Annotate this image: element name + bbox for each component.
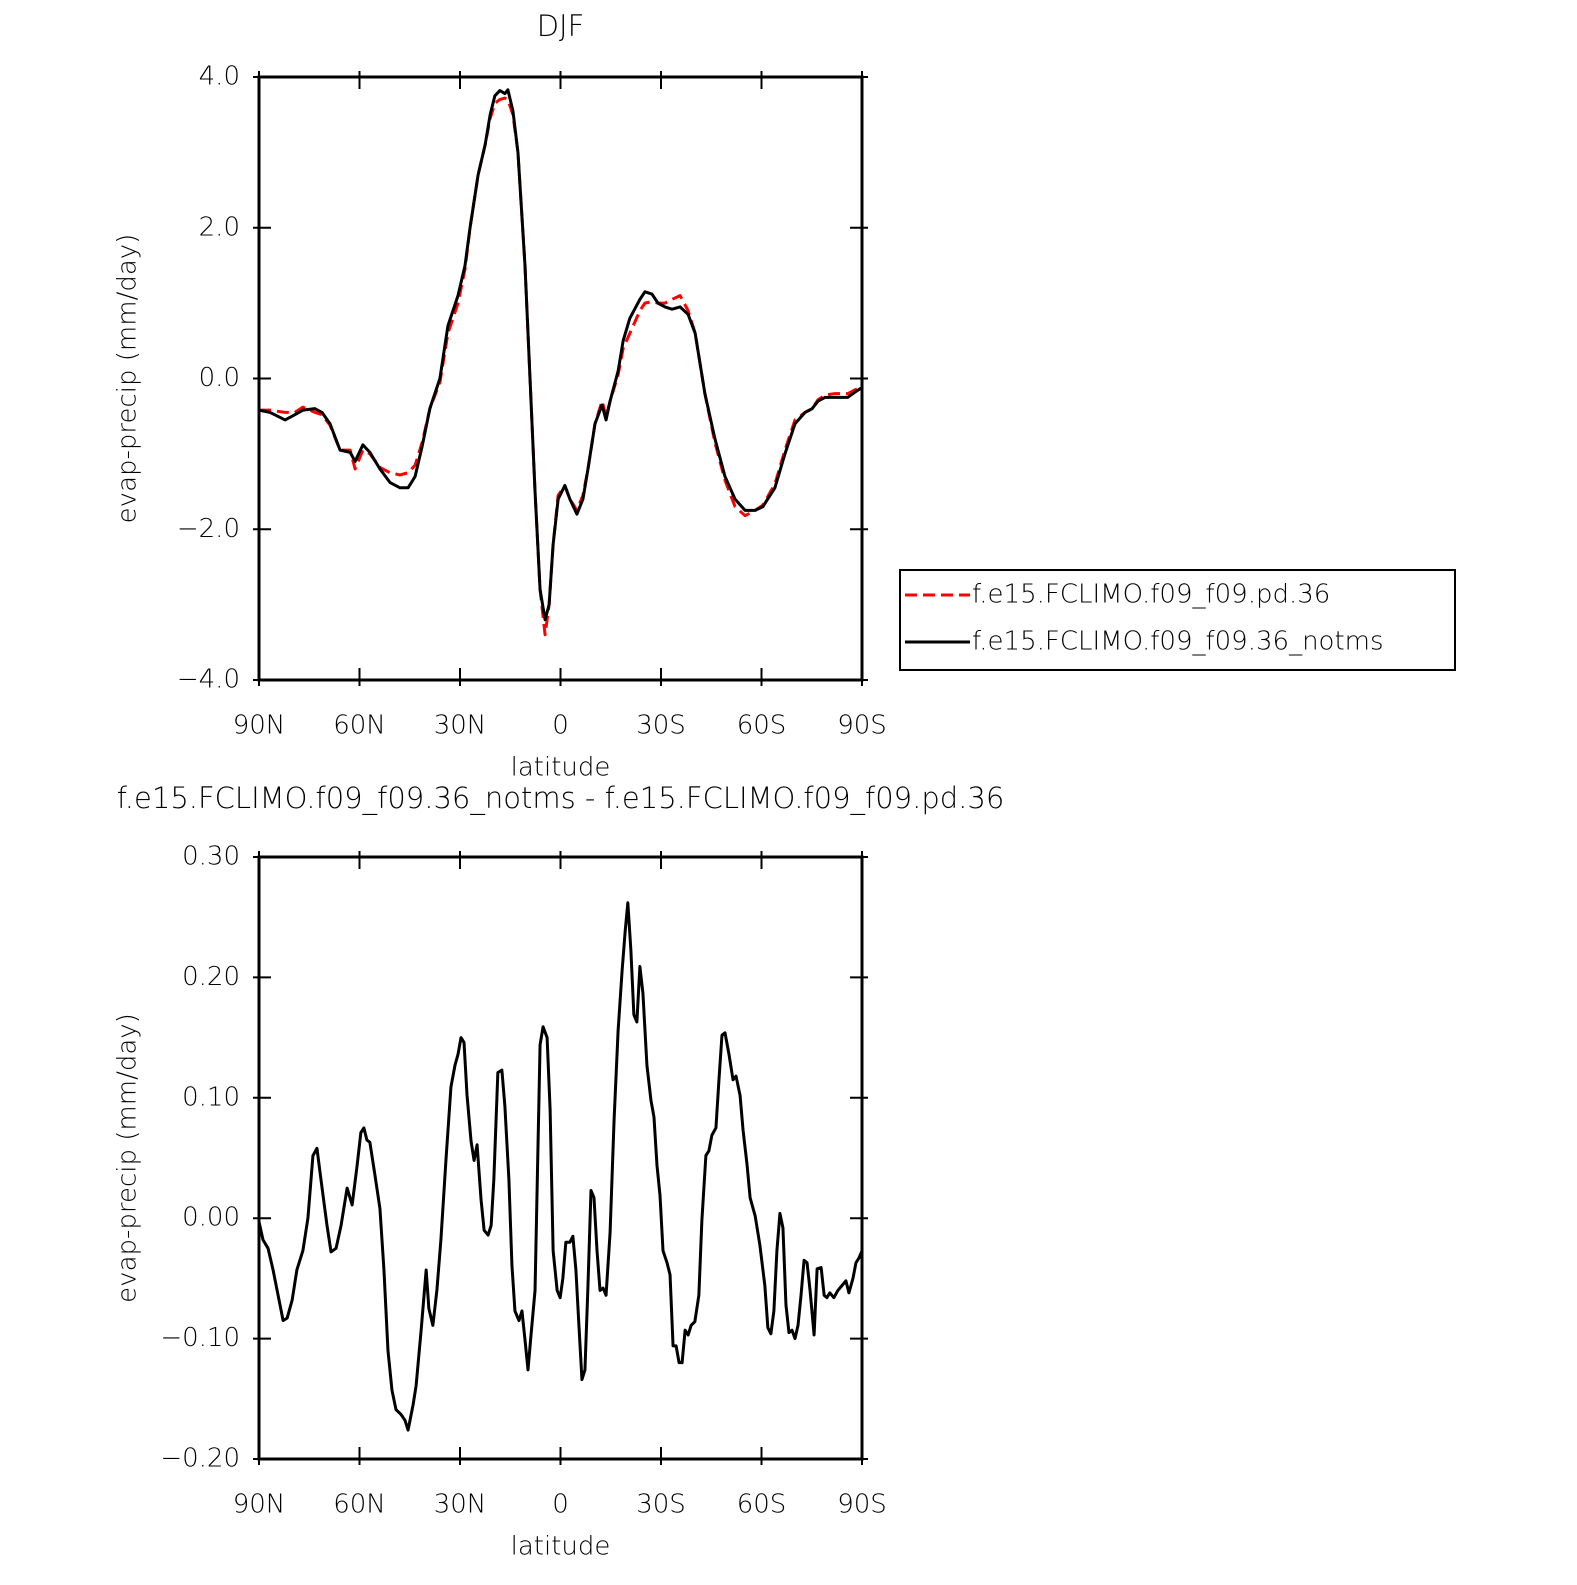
x-tick-label: 90S xyxy=(837,1490,887,1520)
data-line xyxy=(258,88,863,622)
y-tick-label: 0.20 xyxy=(182,962,240,992)
plot-frame xyxy=(257,75,864,682)
data-line xyxy=(257,901,864,1432)
x-tick-label: 30N xyxy=(434,1490,487,1520)
legend-label: f.e15.FCLIMO.f09_f09.pd.36 xyxy=(972,580,1330,610)
x-tick-label: 90S xyxy=(837,711,887,741)
x-axis-label: latitude xyxy=(511,1532,611,1562)
data-line xyxy=(259,96,863,637)
legend-box xyxy=(899,569,1456,671)
plot-frame xyxy=(257,855,864,1461)
x-tick-label: 60S xyxy=(737,1490,787,1520)
y-tick-label: 0.30 xyxy=(182,842,240,872)
y-tick-label: 0.0 xyxy=(199,363,240,393)
y-tick-label: −0.10 xyxy=(160,1323,240,1353)
y-tick-label: −4.0 xyxy=(177,665,240,695)
legend-label: f.e15.FCLIMO.f09_f09.36_notms xyxy=(972,627,1384,657)
y-tick-label: 0.00 xyxy=(182,1203,240,1233)
y-tick-label: 2.0 xyxy=(199,212,240,242)
y-axis-label: evap-precip (mm/day) xyxy=(113,1013,143,1303)
x-tick-label: 90N xyxy=(233,1490,286,1520)
chart-title: DJF xyxy=(537,9,585,43)
x-tick-label: 30N xyxy=(434,711,487,741)
chart-title: f.e15.FCLIMO.f09_f09.36_notms - f.e15.FC… xyxy=(117,781,1005,816)
x-tick-label: 30S xyxy=(636,711,686,741)
y-tick-label: 4.0 xyxy=(199,62,240,92)
y-tick-label: −0.20 xyxy=(160,1444,240,1474)
y-axis-label: evap-precip (mm/day) xyxy=(113,234,143,524)
x-tick-label: 60N xyxy=(333,1490,386,1520)
x-tick-label: 0 xyxy=(552,1490,569,1520)
x-tick-label: 30S xyxy=(636,1490,686,1520)
y-tick-label: 0.10 xyxy=(182,1082,240,1112)
x-tick-label: 60S xyxy=(737,711,787,741)
x-axis-label: latitude xyxy=(511,753,611,783)
x-tick-label: 90N xyxy=(233,711,286,741)
x-tick-label: 0 xyxy=(552,711,569,741)
y-tick-label: −2.0 xyxy=(177,514,240,544)
x-tick-label: 60N xyxy=(333,711,386,741)
